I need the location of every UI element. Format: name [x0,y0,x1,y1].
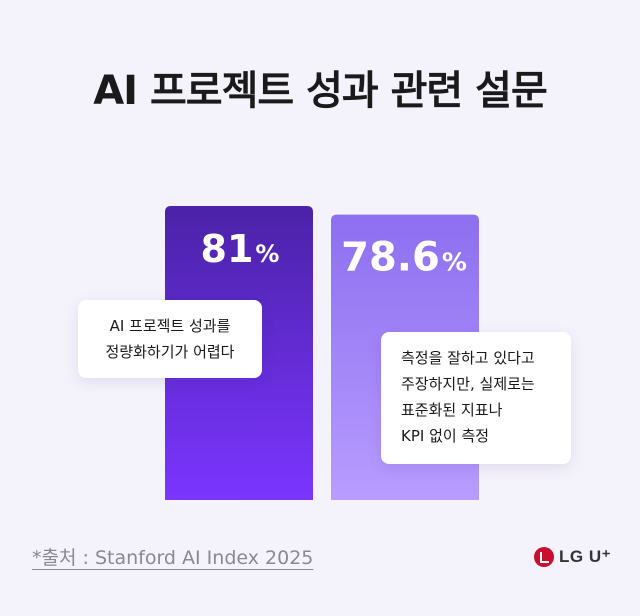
source-note: *출처 : Stanford AI Index 2025 [32,547,314,569]
callout-2-line-2: 주장하지만, 실제로는 [401,375,535,393]
callout-2-line-1: 측정을 잘하고 있다고 [401,349,535,367]
callout-2-line-3: 표준화된 지표나 [401,401,503,419]
callout-1-line-2: 정량화하기가 어렵다 [105,343,235,361]
callout-bar-1: AI 프로젝트 성과를 정량화하기가 어렵다 [78,300,262,378]
page-title: AI 프로젝트 성과 관련 설문 [93,68,548,114]
callout-bar-2: 측정을 잘하고 있다고 주장하지만, 실제로는 표준화된 지표나 KPI 없이 … [381,332,571,464]
callout-2-line-4: KPI 없이 측정 [401,427,490,445]
logo-text: LG U⁺ [559,547,612,566]
brand-logo: LG U⁺ [534,546,614,570]
lg-face-icon [534,547,554,567]
callout-1-line-1: AI 프로젝트 성과를 [109,317,231,335]
